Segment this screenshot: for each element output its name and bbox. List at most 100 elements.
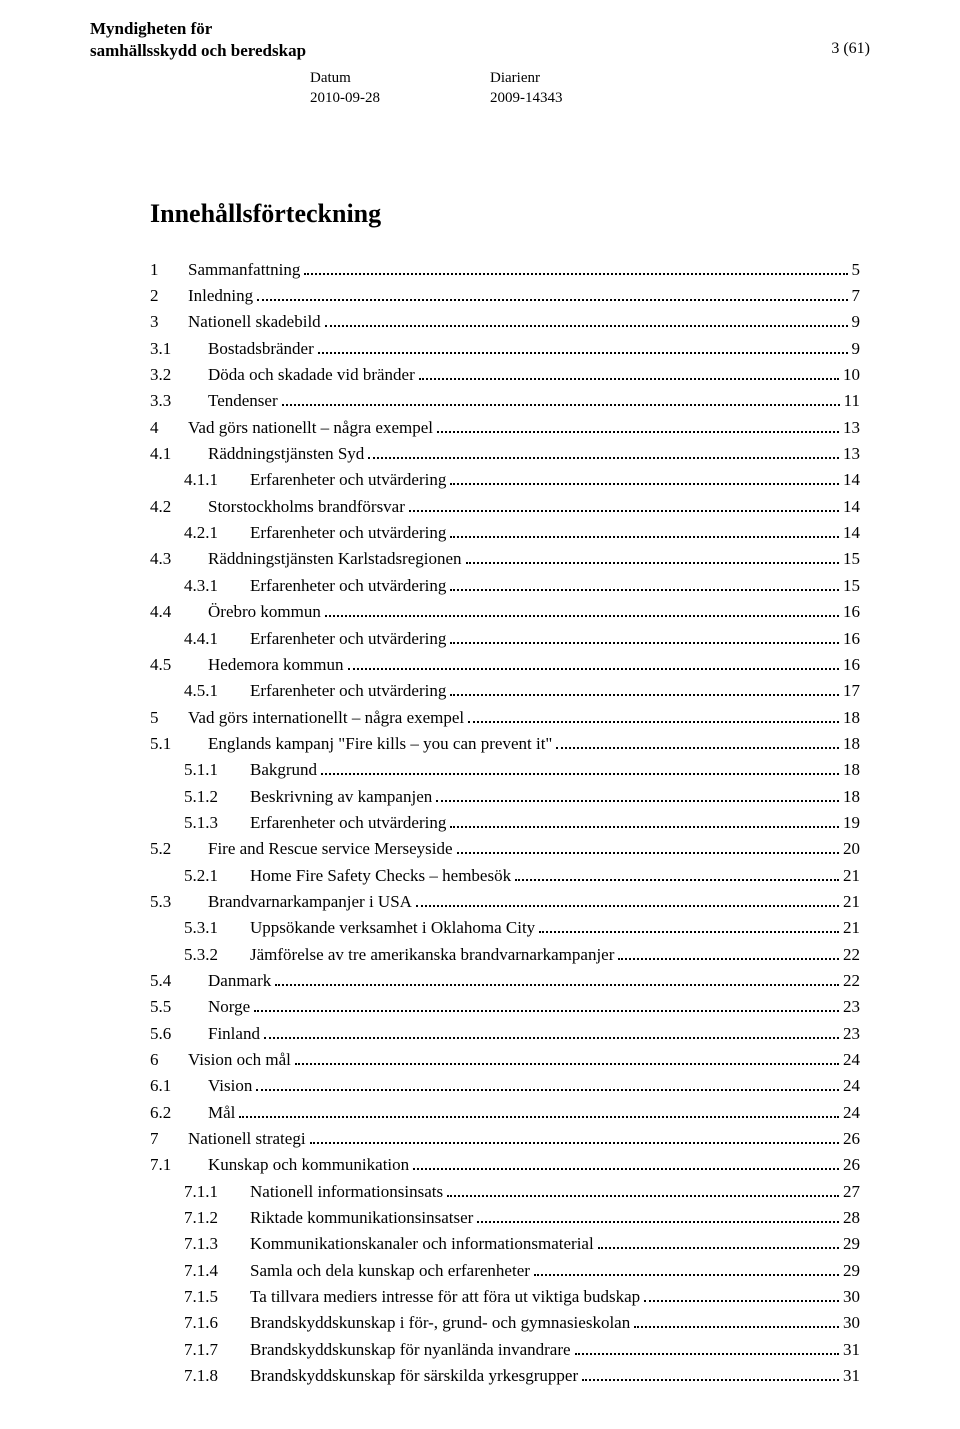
toc-entry-text: Brandskyddskunskap för nyanlända invandr…	[246, 1337, 571, 1363]
toc-entry[interactable]: 4.2Storstockholms brandförsvar14	[150, 494, 860, 520]
toc-entry[interactable]: 6Vision och mål24	[150, 1047, 860, 1073]
toc-leader-dots	[466, 551, 839, 565]
toc-entry[interactable]: 7.1.1Nationell informationsinsats27	[150, 1179, 860, 1205]
toc-entry-text: Riktade kommunikationsinsatser	[246, 1205, 473, 1231]
content-area: Innehållsförteckning 1Sammanfattning52In…	[150, 199, 860, 1390]
toc-entry[interactable]: 3.3Tendenser11	[150, 388, 860, 414]
toc-entry[interactable]: 4.4.1Erfarenheter och utvärdering16	[150, 626, 860, 652]
toc-entry-number: 7.1.3	[184, 1231, 246, 1257]
toc-entry-text: Erfarenheter och utvärdering	[246, 467, 446, 493]
toc-entry[interactable]: 6.1Vision24	[150, 1073, 860, 1099]
toc-entry[interactable]: 7.1.7Brandskyddskunskap för nyanlända in…	[150, 1337, 860, 1363]
toc-entry-page: 26	[843, 1152, 860, 1178]
toc-entry-text: Samla och dela kunskap och erfarenheter	[246, 1258, 530, 1284]
toc-entry[interactable]: 4Vad görs nationellt – några exempel13	[150, 415, 860, 441]
toc-entry-number: 4.4.1	[184, 626, 246, 652]
toc-entry-page: 30	[843, 1284, 860, 1310]
toc-entry-text: Home Fire Safety Checks – hembesök	[246, 863, 511, 889]
toc-entry-number: 6	[150, 1047, 184, 1073]
toc-entry[interactable]: 5.6Finland23	[150, 1021, 860, 1047]
toc-leader-dots	[254, 999, 839, 1013]
toc-entry[interactable]: 5.3.1Uppsökande verksamhet i Oklahoma Ci…	[150, 915, 860, 941]
toc-entry[interactable]: 4.5Hedemora kommun16	[150, 652, 860, 678]
toc-entry[interactable]: 7.1.8Brandskyddskunskap för särskilda yr…	[150, 1363, 860, 1389]
toc-entry-text: Sammanfattning	[184, 257, 300, 283]
toc-entry-text: Erfarenheter och utvärdering	[246, 520, 446, 546]
toc-entry-text: Uppsökande verksamhet i Oklahoma City	[246, 915, 535, 941]
toc-entry-page: 14	[843, 494, 860, 520]
toc-entry-number: 4.5.1	[184, 678, 246, 704]
toc-entry[interactable]: 1Sammanfattning5	[150, 257, 860, 283]
toc-entry[interactable]: 4.5.1Erfarenheter och utvärdering17	[150, 678, 860, 704]
toc-entry-text: Erfarenheter och utvärdering	[246, 678, 446, 704]
toc-entry-number: 1	[150, 257, 184, 283]
toc-entry[interactable]: 4.1Räddningstjänsten Syd13	[150, 441, 860, 467]
toc-entry[interactable]: 4.3.1Erfarenheter och utvärdering15	[150, 573, 860, 599]
toc-entry[interactable]: 5.5Norge23	[150, 994, 860, 1020]
toc-entry-number: 5.1.1	[184, 757, 246, 783]
toc-leader-dots	[282, 393, 840, 407]
toc-entry[interactable]: 4.1.1Erfarenheter och utvärdering14	[150, 467, 860, 493]
toc-entry[interactable]: 5.1.3Erfarenheter och utvärdering19	[150, 810, 860, 836]
toc-entry-number: 5.2	[150, 836, 204, 862]
toc-entry[interactable]: 7.1.3Kommunikationskanaler och informati…	[150, 1231, 860, 1257]
toc-entry[interactable]: 5.2Fire and Rescue service Merseyside20	[150, 836, 860, 862]
toc-entry-text: Kunskap och kommunikation	[204, 1152, 409, 1178]
toc-entry-text: Nationell informationsinsats	[246, 1179, 443, 1205]
toc-entry[interactable]: 7.1.5Ta tillvara mediers intresse för at…	[150, 1284, 860, 1310]
toc-entry[interactable]: 6.2Mål24	[150, 1100, 860, 1126]
toc-entry-number: 7.1.6	[184, 1310, 246, 1336]
toc-entry[interactable]: 5.3Brandvarnarkampanjer i USA21	[150, 889, 860, 915]
toc-entry[interactable]: 2Inledning7	[150, 283, 860, 309]
toc-entry-number: 7.1	[150, 1152, 204, 1178]
toc-entry-number: 6.1	[150, 1073, 204, 1099]
toc-entry[interactable]: 7.1Kunskap och kommunikation 26	[150, 1152, 860, 1178]
org-line2: samhällsskydd och beredskap	[90, 40, 306, 62]
toc-entry[interactable]: 5.1Englands kampanj "Fire kills – you ca…	[150, 731, 860, 757]
toc-entry[interactable]: 7.1.6Brandskyddskunskap i för-, grund- o…	[150, 1310, 860, 1336]
toc-entry-page: 18	[843, 757, 860, 783]
datum-value: 2010-09-28	[310, 88, 380, 108]
toc-entry-text: Mål	[204, 1100, 235, 1126]
toc-entry[interactable]: 5.3.2Jämförelse av tre amerikanska brand…	[150, 942, 860, 968]
toc-entry-number: 7.1.1	[184, 1179, 246, 1205]
toc-leader-dots	[325, 604, 839, 618]
toc-entry-page: 24	[843, 1100, 860, 1126]
toc-leader-dots	[239, 1104, 839, 1118]
toc-entry[interactable]: 3.1Bostadsbränder9	[150, 336, 860, 362]
toc-leader-dots	[450, 525, 839, 539]
toc-entry[interactable]: 4.3Räddningstjänsten Karlstadsregionen15	[150, 546, 860, 572]
toc-entry[interactable]: 3.2Döda och skadade vid bränder10	[150, 362, 860, 388]
toc-entry-number: 5	[150, 705, 184, 731]
toc-entry[interactable]: 4.2.1Erfarenheter och utvärdering14	[150, 520, 860, 546]
toc-entry[interactable]: 4.4Örebro kommun16	[150, 599, 860, 625]
toc-leader-dots	[257, 287, 847, 301]
toc-entry[interactable]: 5.2.1Home Fire Safety Checks – hembesök2…	[150, 863, 860, 889]
toc-leader-dots	[304, 261, 847, 275]
toc-entry-number: 3.1	[150, 336, 204, 362]
toc-entry-number: 7	[150, 1126, 184, 1152]
toc-entry-page: 9	[852, 309, 861, 335]
toc-entry-number: 4.4	[150, 599, 204, 625]
toc-entry-number: 5.3.2	[184, 942, 246, 968]
toc-entry[interactable]: 5.1.1Bakgrund18	[150, 757, 860, 783]
toc-entry[interactable]: 7.1.4Samla och dela kunskap och erfarenh…	[150, 1258, 860, 1284]
toc-entry[interactable]: 7.1.2Riktade kommunikationsinsatser28	[150, 1205, 860, 1231]
toc-entry-number: 4.5	[150, 652, 204, 678]
toc-entry[interactable]: 7Nationell strategi26	[150, 1126, 860, 1152]
toc-entry-text: Bostadsbränder	[204, 336, 314, 362]
toc-entry[interactable]: 5Vad görs internationellt – några exempe…	[150, 705, 860, 731]
toc-entry-page: 21	[843, 889, 860, 915]
toc-entry[interactable]: 5.4Danmark22	[150, 968, 860, 994]
toc-leader-dots	[539, 920, 839, 934]
toc-leader-dots	[437, 419, 839, 433]
toc-entry-page: 23	[843, 994, 860, 1020]
toc-entry-number: 3.3	[150, 388, 204, 414]
toc-entry[interactable]: 5.1.2Beskrivning av kampanjen18	[150, 784, 860, 810]
toc-leader-dots	[436, 788, 839, 802]
toc-leader-dots	[368, 446, 839, 460]
page-indicator: 3 (61)	[831, 18, 870, 58]
toc-entry-page: 13	[843, 441, 860, 467]
toc-entry[interactable]: 3Nationell skadebild9	[150, 309, 860, 335]
toc-entry-number: 4.2	[150, 494, 204, 520]
